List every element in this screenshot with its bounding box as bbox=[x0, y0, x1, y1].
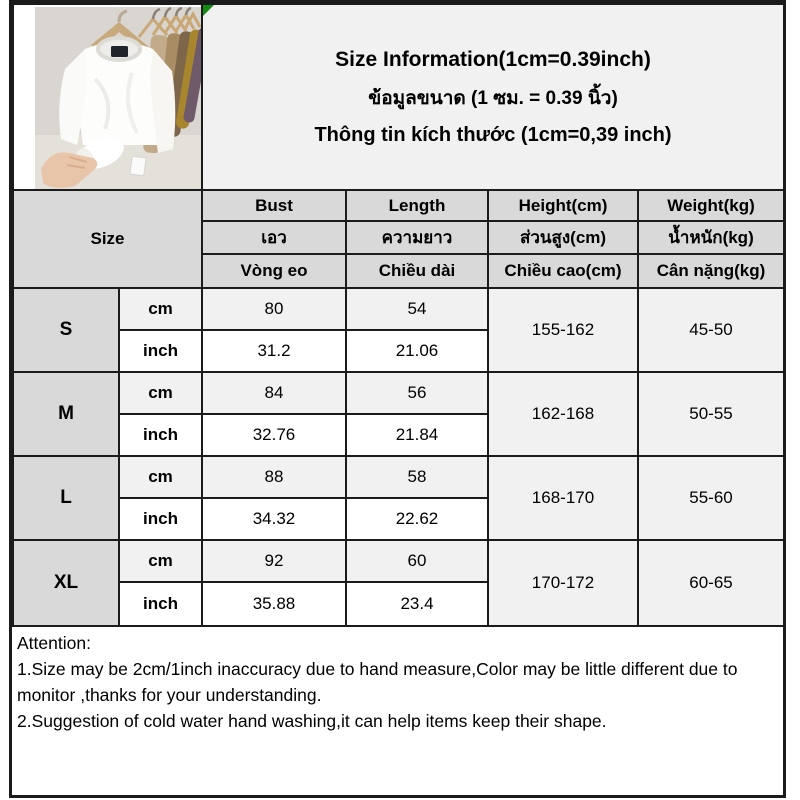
xl-weight-range: 60-65 bbox=[636, 539, 786, 627]
m-bust-cm: 84 bbox=[201, 371, 347, 415]
attention-section: Attention: 1.Size may be 2cm/1inch inacc… bbox=[12, 627, 783, 791]
green-corner-marker bbox=[204, 6, 214, 16]
header-weight-vi: Cân nặng(kg) bbox=[636, 253, 786, 289]
xl-bust-cm: 92 bbox=[201, 539, 347, 583]
s-bust-inch: 31.2 bbox=[201, 329, 347, 373]
attention-note-1: 1.Size may be 2cm/1inch inaccuracy due t… bbox=[17, 659, 738, 705]
header-bust-en: Bust bbox=[201, 189, 347, 222]
m-weight-range: 50-55 bbox=[636, 371, 786, 457]
unit-label-inch: inch bbox=[118, 581, 203, 627]
unit-label-cm: cm bbox=[118, 371, 203, 415]
unit-label-inch: inch bbox=[118, 413, 203, 457]
product-photo-illustration bbox=[35, 7, 200, 188]
xl-length-cm: 60 bbox=[345, 539, 489, 583]
title-vietnamese: Thông tin kích thước (1cm=0,39 inch) bbox=[314, 123, 672, 146]
size-row-label-l: L bbox=[12, 455, 120, 541]
m-bust-inch: 32.76 bbox=[201, 413, 347, 457]
l-length-inch: 22.62 bbox=[345, 497, 489, 541]
neck-tag bbox=[111, 46, 128, 57]
paper-tag bbox=[129, 155, 147, 177]
header-weight-en: Weight(kg) bbox=[636, 189, 786, 222]
header-height-th: ส่วนสูง(cm) bbox=[487, 220, 639, 255]
attention-heading: Attention: bbox=[17, 633, 91, 653]
header-height-vi: Chiều cao(cm) bbox=[487, 253, 639, 289]
header-weight-th: น้ำหนัก(kg) bbox=[636, 220, 786, 255]
unit-label-cm: cm bbox=[118, 455, 203, 499]
size-column-header: Size bbox=[12, 189, 203, 289]
header-height-en: Height(cm) bbox=[487, 189, 639, 222]
xl-length-inch: 23.4 bbox=[345, 581, 489, 627]
unit-label-cm: cm bbox=[118, 287, 203, 331]
size-chart-sheet: Size Information(1cm=0.39inch) ข้อมูลขนา… bbox=[9, 0, 786, 798]
s-height-range: 155-162 bbox=[487, 287, 639, 373]
l-height-range: 168-170 bbox=[487, 455, 639, 541]
l-bust-cm: 88 bbox=[201, 455, 347, 499]
s-length-inch: 21.06 bbox=[345, 329, 489, 373]
l-bust-inch: 34.32 bbox=[201, 497, 347, 541]
m-length-inch: 21.84 bbox=[345, 413, 489, 457]
attention-note-2: 2.Suggestion of cold water hand washing,… bbox=[17, 711, 607, 731]
size-row-label-s: S bbox=[12, 287, 120, 373]
l-length-cm: 58 bbox=[345, 455, 489, 499]
header-length-en: Length bbox=[345, 189, 489, 222]
s-length-cm: 54 bbox=[345, 287, 489, 331]
unit-label-cm: cm bbox=[118, 539, 203, 583]
hand bbox=[41, 152, 98, 188]
m-length-cm: 56 bbox=[345, 371, 489, 415]
header-bust-th: เอว bbox=[201, 220, 347, 255]
unit-label-inch: inch bbox=[118, 329, 203, 373]
xl-bust-inch: 35.88 bbox=[201, 581, 347, 627]
s-weight-range: 45-50 bbox=[636, 287, 786, 373]
l-weight-range: 55-60 bbox=[636, 455, 786, 541]
m-height-range: 162-168 bbox=[487, 371, 639, 457]
product-photo-cell bbox=[12, 3, 203, 191]
s-bust-cm: 80 bbox=[201, 287, 347, 331]
title-cell: Size Information(1cm=0.39inch) ข้อมูลขนา… bbox=[200, 3, 786, 191]
header-length-vi: Chiều dài bbox=[345, 253, 489, 289]
header-length-th: ความยาว bbox=[345, 220, 489, 255]
white-shirt bbox=[59, 36, 176, 172]
size-table: Size Information(1cm=0.39inch) ข้อมูลขนา… bbox=[12, 3, 786, 627]
size-row-label-xl: XL bbox=[12, 539, 120, 627]
size-row-label-m: M bbox=[12, 371, 120, 457]
title-english: Size Information(1cm=0.39inch) bbox=[335, 47, 651, 71]
title-thai: ข้อมูลขนาด (1 ซม. = 0.39 นิ้ว) bbox=[368, 87, 618, 109]
xl-height-range: 170-172 bbox=[487, 539, 639, 627]
unit-label-inch: inch bbox=[118, 497, 203, 541]
header-bust-vi: Vòng eo bbox=[201, 253, 347, 289]
product-photo bbox=[15, 6, 200, 188]
